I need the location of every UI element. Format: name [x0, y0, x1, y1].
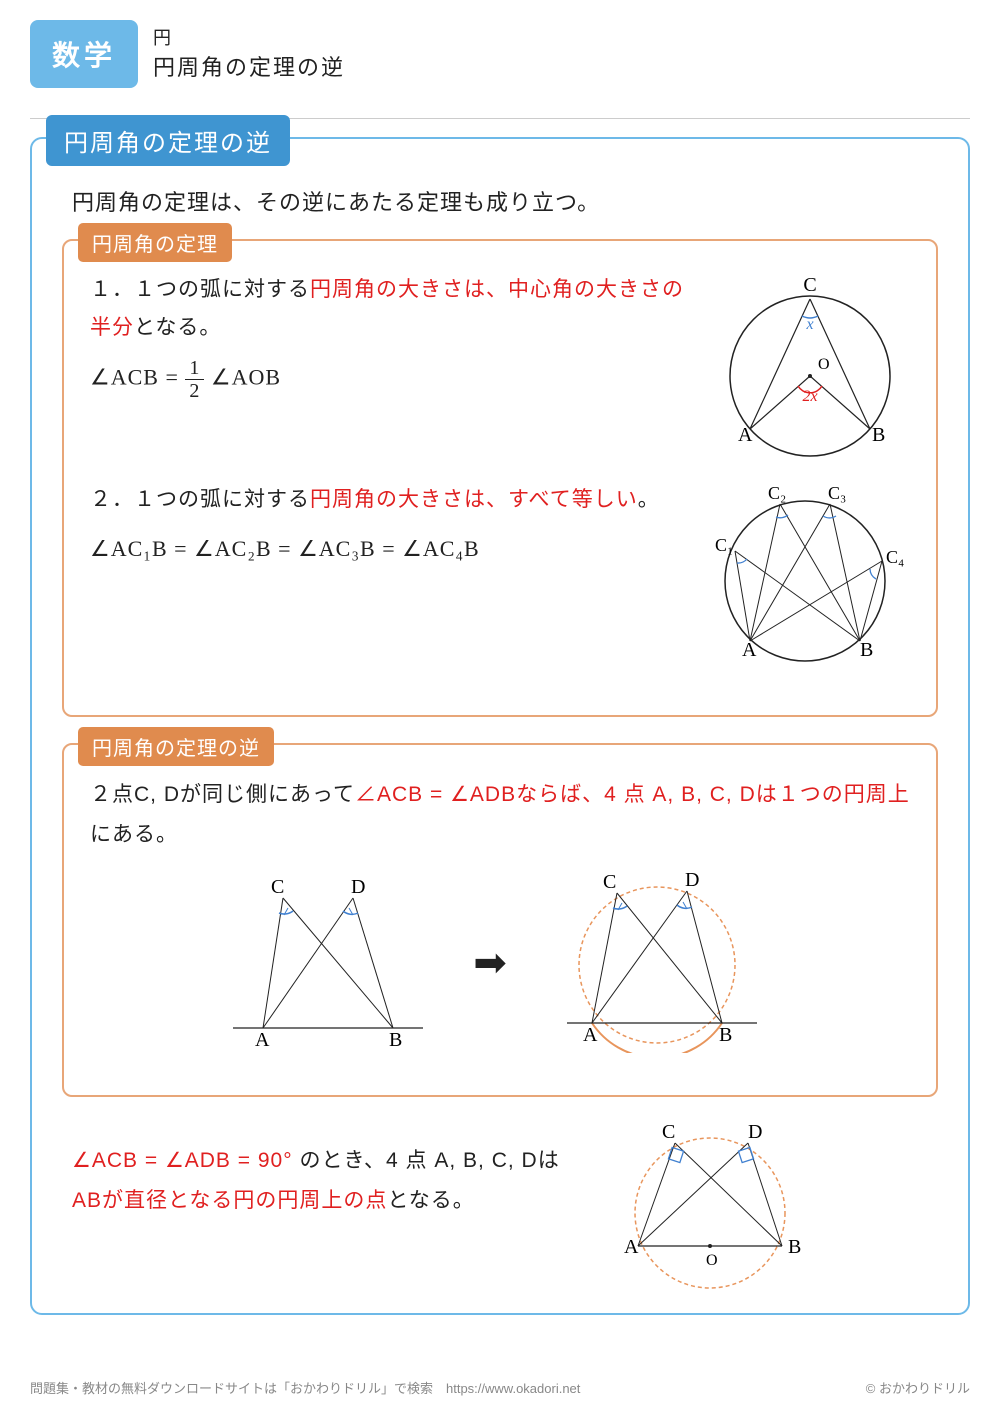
theorem-2-text: ２．１つの弧に対する円周角の大きさは、すべて等しい。 ∠AC₁B = ∠AC₂B…: [90, 481, 680, 568]
topic-title: 円周角の定理の逆: [153, 50, 345, 82]
bottom-section: ∠ACB = ∠ADB = 90° のとき、4 点 A, B, C, Dは AB…: [62, 1123, 938, 1293]
bn-a1: のとき、4 点 A, B, C, Dは: [293, 1149, 560, 1172]
d3a-B: B: [389, 1029, 402, 1048]
formula-2: ∠AC₁B = ∠AC₂B = ∠AC₃B = ∠AC₄B: [90, 529, 680, 569]
label-C3: C₃: [828, 483, 846, 503]
bottom-text: ∠ACB = ∠ADB = 90° のとき、4 点 A, B, C, Dは AB…: [72, 1141, 560, 1221]
label-C2: C₂: [768, 483, 786, 503]
converse-diagrams: A B C D ➡ A B C D: [90, 873, 910, 1053]
subject-badge: 数学: [30, 20, 138, 88]
item1-a: １つの弧に対する: [134, 278, 310, 301]
theorem-box: 円周角の定理 １．１つの弧に対する円周角の大きさは、中心角の大きさの半分となる。…: [62, 239, 938, 717]
d4-B: B: [788, 1236, 801, 1258]
item1-num: １．: [90, 278, 134, 301]
converse-text: ２点C, Dが同じ側にあって∠ACB = ∠ADBならば、4 点 A, B, C…: [90, 775, 910, 855]
d3b-A: A: [583, 1024, 598, 1046]
item2-red: 円周角の大きさは、すべて等しい: [310, 488, 638, 511]
arrow-icon: ➡: [473, 940, 507, 986]
theorem-item-1: １．１つの弧に対する円周角の大きさは、中心角の大きさの半分となる。 ∠ACB =…: [90, 271, 910, 461]
conv-a: ２点C, Dが同じ側にあって: [90, 783, 355, 806]
f1-pre: ∠ACB =: [90, 364, 185, 389]
d3a-D: D: [351, 878, 365, 898]
label-C1: C₁: [715, 535, 733, 555]
bn-red1: ∠ACB = ∠ADB = 90°: [72, 1149, 293, 1172]
label-C4: C₄: [886, 547, 904, 567]
label-O: O: [818, 356, 830, 373]
label-A2: A: [742, 639, 757, 661]
converse-title: 円周角の定理の逆: [78, 727, 274, 766]
item2-a: １つの弧に対する: [134, 488, 310, 511]
diagram-converse-after: A B C D: [537, 873, 787, 1053]
intro-text: 円周角の定理は、その逆にあたる定理も成り立つ。: [72, 185, 938, 217]
f1-den: 2: [185, 380, 204, 402]
f1-post: ∠AOB: [204, 364, 281, 389]
d4-A: A: [624, 1236, 639, 1258]
d4-C: C: [662, 1123, 675, 1143]
conv-b: にある。: [90, 823, 178, 846]
d3a-A: A: [255, 1029, 270, 1048]
footer-left: 問題集・教材の無料ダウンロードサイトは「おかわりドリル」で検索 https://…: [30, 1378, 580, 1397]
formula-1: ∠ACB = 12 ∠AOB: [90, 357, 690, 402]
theorem-title: 円周角の定理: [78, 223, 232, 262]
diagram-inscribed-central: C O A B x 2x: [710, 271, 910, 461]
bn-a2: となる。: [387, 1189, 474, 1212]
diagram-equal-angles: A B C₁ C₂ C₃ C₄: [700, 481, 910, 671]
label-x: x: [805, 316, 813, 333]
converse-box: 円周角の定理の逆 ２点C, Dが同じ側にあって∠ACB = ∠ADBならば、4 …: [62, 743, 938, 1097]
item2-b: 。: [638, 488, 660, 511]
theorem-1-text: １．１つの弧に対する円周角の大きさは、中心角の大きさの半分となる。 ∠ACB =…: [90, 271, 690, 402]
d3b-C: C: [603, 873, 616, 893]
page-header: 数学 円 円周角の定理の逆: [30, 20, 970, 88]
f1-num: 1: [185, 357, 204, 380]
main-content-frame: 円周角の定理の逆 円周角の定理は、その逆にあたる定理も成り立つ。 円周角の定理 …: [30, 137, 970, 1315]
d4-O: O: [706, 1252, 718, 1269]
label-B: B: [872, 424, 885, 446]
footer-right: © おかわりドリル: [866, 1378, 970, 1397]
conv-red: ∠ACB = ∠ADBならば、4 点 A, B, C, Dは１つの円周上: [355, 783, 910, 806]
bn-red2: ABが直径となる円の円周上の点: [72, 1189, 387, 1212]
page-footer: 問題集・教材の無料ダウンロードサイトは「おかわりドリル」で検索 https://…: [30, 1378, 970, 1397]
item1-b: となる。: [134, 316, 221, 339]
label-C: C: [803, 274, 816, 296]
main-title-badge: 円周角の定理の逆: [46, 115, 290, 166]
diagram-diameter-right-angle: A B C D O: [590, 1123, 830, 1293]
label-A: A: [738, 424, 753, 446]
d3b-B: B: [719, 1024, 732, 1046]
header-subtitle: 円 円周角の定理の逆: [153, 20, 345, 82]
d3a-C: C: [271, 878, 284, 898]
label-2x: 2x: [802, 388, 817, 405]
label-B2: B: [860, 639, 873, 661]
d4-D: D: [748, 1123, 762, 1143]
d3b-D: D: [685, 873, 699, 891]
category-text: 円: [153, 24, 345, 50]
diagram-converse-before: A B C D: [213, 878, 443, 1048]
item2-num: ２．: [90, 488, 134, 511]
theorem-item-2: ２．１つの弧に対する円周角の大きさは、すべて等しい。 ∠AC₁B = ∠AC₂B…: [90, 481, 910, 671]
